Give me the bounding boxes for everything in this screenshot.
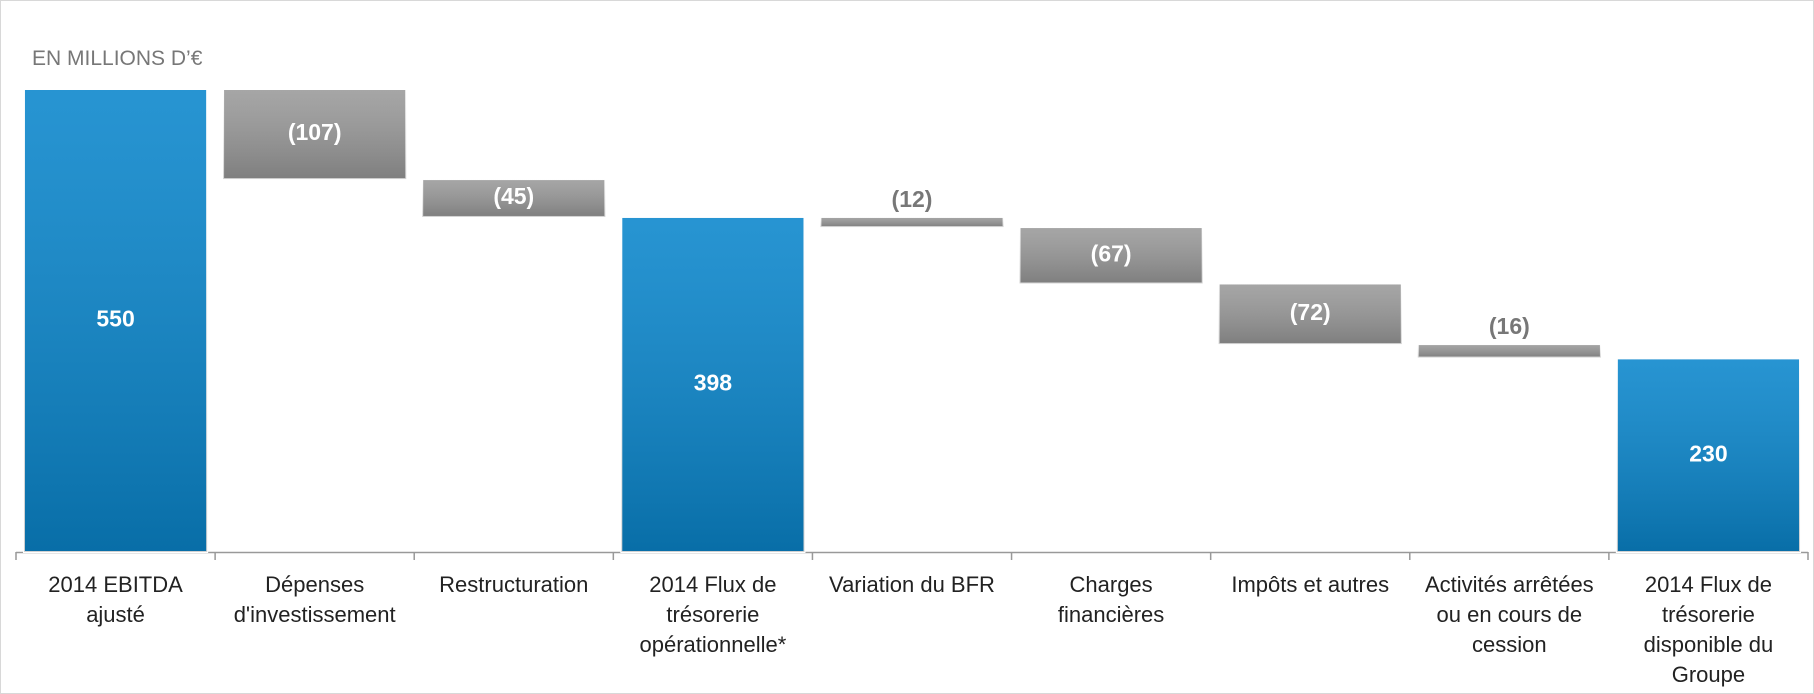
data-label: (12) — [892, 186, 933, 212]
x-tick-label: 2014 Flux de trésorerie disponible du Gr… — [1643, 572, 1774, 687]
data-label: 398 — [694, 370, 733, 396]
x-tick-label: Variation du BFR — [829, 572, 995, 597]
chart-title: EN MILLIONS D’€ — [32, 47, 203, 70]
x-tick-label: Dépenses d'investissement — [233, 572, 396, 627]
bar-shade — [223, 89, 407, 180]
data-label: 550 — [96, 306, 134, 332]
bar-shade — [820, 216, 1004, 228]
x-tick-label: Impôts et autres — [1231, 572, 1390, 597]
x-tick-label: Charges financières — [1057, 572, 1165, 627]
bar-shade — [1417, 344, 1601, 358]
data-label: (16) — [1489, 313, 1530, 339]
bar-shade — [422, 179, 606, 217]
data-label: 230 — [1689, 440, 1727, 466]
x-tick-label: Activités arrêtées ou en cours de cessio… — [1424, 572, 1594, 657]
x-tick-label: 2014 EBITDA ajusté — [48, 572, 183, 627]
bar-shade — [1616, 358, 1801, 552]
data-label: (45) — [493, 183, 534, 209]
bar-shade — [1019, 227, 1203, 284]
data-label: (72) — [1290, 299, 1331, 325]
bar-shade — [23, 89, 208, 552]
bar-shade — [1218, 283, 1402, 345]
bar-shade — [621, 216, 805, 552]
x-tick-label: 2014 Flux de trésorerie opérationnelle* — [639, 572, 787, 657]
data-label: (107) — [288, 119, 342, 145]
data-label: (67) — [1091, 240, 1132, 266]
x-tick-label: Restructuration — [439, 572, 589, 597]
